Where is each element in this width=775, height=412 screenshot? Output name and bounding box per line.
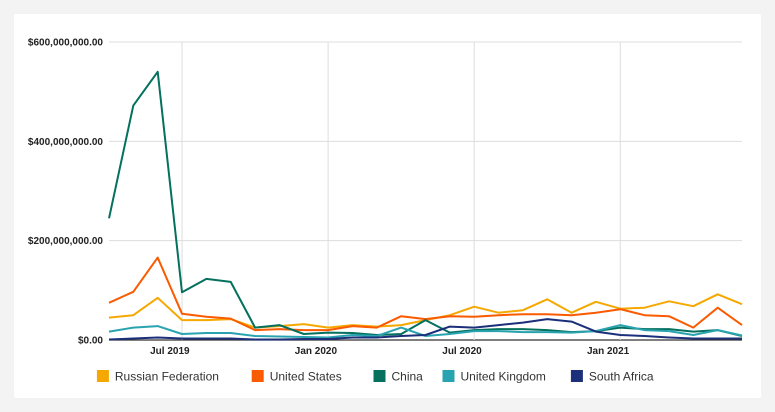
series-line-russian-federation xyxy=(108,293,743,329)
series-line-south-africa xyxy=(108,318,742,341)
y-tick-label: $200,000,000.00 xyxy=(28,236,104,247)
axes: $0.00 $200,000,000.00 $400,000,000.00 $600,… xyxy=(28,38,630,358)
legend-label-united-kingdom: United Kingdom xyxy=(461,370,546,384)
legend: Russian Federation United States China Unit… xyxy=(96,370,654,384)
legend-label-south-africa: South Africa xyxy=(589,370,654,384)
x-tick-label: Jan 2020 xyxy=(295,346,338,357)
legend-label-united-states: United States xyxy=(270,370,342,384)
grid xyxy=(109,41,742,341)
legend-swatch-south-africa xyxy=(570,370,583,382)
legend-label-russian-federation: Russian Federation xyxy=(115,370,219,384)
y-tick-label: $0.00 xyxy=(78,336,103,347)
legend-swatch-russian-federation xyxy=(96,370,109,382)
legend-swatch-china xyxy=(373,370,386,382)
legend-label-china: China xyxy=(392,370,424,384)
x-tick-label: Jul 2020 xyxy=(442,346,482,357)
series-lines xyxy=(108,70,743,341)
legend-swatch-united-states xyxy=(251,370,264,382)
y-tick-label: $400,000,000.00 xyxy=(28,137,104,148)
x-tick-label: Jul 2019 xyxy=(150,346,190,357)
y-tick-label: $600,000,000.00 xyxy=(28,38,104,49)
line-chart: $0.00 $200,000,000.00 $400,000,000.00 $600,… xyxy=(28,38,743,384)
chart-card: $0.00 $200,000,000.00 $400,000,000.00 $600,… xyxy=(14,14,761,398)
legend-swatch-united-kingdom xyxy=(442,370,455,382)
x-tick-label: Jan 2021 xyxy=(587,346,630,357)
series-line-china xyxy=(108,70,743,337)
